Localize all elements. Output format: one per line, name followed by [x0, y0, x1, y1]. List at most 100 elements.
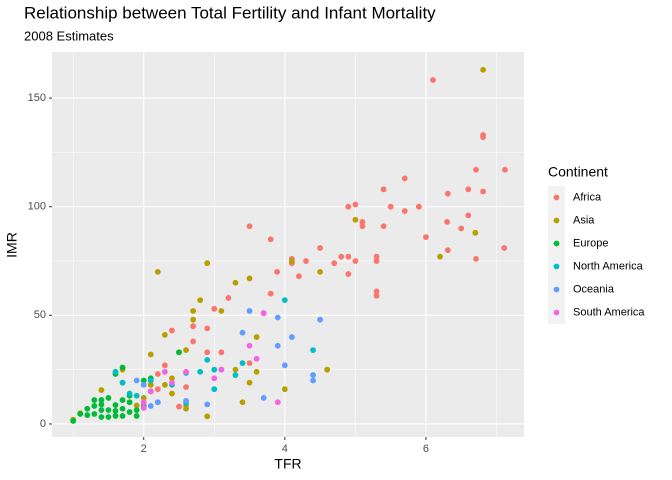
data-point [133, 392, 140, 399]
legend-key-background [548, 186, 565, 324]
data-point [98, 407, 105, 413]
data-point [112, 408, 119, 414]
data-point [246, 308, 253, 314]
data-point [501, 245, 508, 251]
data-point [359, 223, 366, 230]
data-point [310, 377, 316, 384]
y-tick-label: 50 [34, 309, 46, 321]
data-point [267, 290, 274, 297]
data-point [310, 347, 316, 353]
y-tick-label: 150 [28, 92, 46, 104]
legend-label: North America [573, 260, 644, 272]
data-point [119, 364, 126, 371]
data-point [281, 362, 288, 369]
data-point [444, 190, 451, 197]
data-point [105, 414, 112, 420]
data-point [126, 409, 133, 415]
data-point [183, 405, 189, 412]
data-point [133, 402, 140, 409]
data-point [77, 411, 84, 417]
data-point [140, 404, 147, 411]
y-tick-label: 100 [28, 201, 46, 213]
data-point [147, 403, 154, 409]
data-point [480, 188, 486, 195]
data-point [183, 347, 189, 353]
data-point [338, 253, 345, 260]
x-tick-label: 4 [282, 443, 288, 455]
data-point [204, 413, 211, 420]
data-point [204, 401, 211, 408]
data-point [232, 279, 239, 286]
data-point [161, 331, 168, 338]
data-point [204, 356, 211, 363]
data-point [345, 253, 352, 260]
data-point [345, 203, 352, 210]
data-point [119, 413, 126, 419]
data-point [352, 201, 359, 208]
data-point [190, 316, 197, 323]
data-point [274, 268, 280, 275]
data-point [373, 253, 380, 260]
data-point [274, 314, 281, 321]
data-point [246, 275, 253, 282]
data-point [197, 368, 204, 375]
data-point [274, 342, 281, 349]
data-point [480, 66, 486, 73]
data-point [465, 186, 472, 193]
data-point [154, 371, 161, 377]
data-point [444, 247, 451, 254]
data-point [324, 366, 331, 373]
data-point [359, 219, 366, 225]
data-point [147, 388, 154, 395]
data-point [91, 411, 98, 417]
data-point [161, 381, 168, 388]
data-point [274, 399, 281, 406]
data-point [387, 203, 394, 210]
data-point [133, 407, 140, 413]
data-point [352, 216, 359, 223]
data-point [112, 413, 119, 419]
data-point [253, 334, 260, 340]
data-point [281, 297, 288, 304]
data-point [423, 234, 429, 241]
plot-panel [52, 52, 524, 437]
data-point [401, 208, 408, 214]
data-point [317, 268, 324, 275]
data-point [204, 260, 211, 267]
legend-marker [553, 263, 560, 270]
legend-label: Europe [573, 237, 608, 249]
data-point [140, 381, 147, 388]
data-point [288, 334, 295, 340]
data-point [260, 310, 267, 317]
data-point [204, 349, 211, 356]
data-point [197, 297, 204, 304]
data-point [84, 412, 91, 418]
legend-marker [553, 240, 560, 247]
data-point [70, 418, 77, 424]
data-point [352, 258, 359, 264]
data-point [211, 366, 218, 373]
data-point [133, 413, 140, 419]
data-point [473, 166, 479, 173]
data-point [169, 327, 175, 334]
data-point [465, 212, 472, 219]
data-point [317, 245, 324, 251]
data-point [310, 372, 316, 378]
data-point [119, 379, 126, 386]
data-point [147, 377, 154, 384]
data-point [91, 397, 98, 403]
data-point [303, 258, 309, 264]
data-point [154, 399, 161, 406]
data-point [430, 77, 436, 83]
legend-label: Oceania [573, 283, 615, 295]
data-point [373, 288, 380, 295]
data-point [211, 375, 218, 382]
data-point [140, 399, 147, 406]
data-point [458, 225, 465, 232]
data-point [176, 403, 182, 410]
data-point [246, 379, 253, 386]
data-point [437, 253, 443, 260]
data-point [154, 386, 161, 393]
legend-label: Africa [573, 191, 602, 203]
